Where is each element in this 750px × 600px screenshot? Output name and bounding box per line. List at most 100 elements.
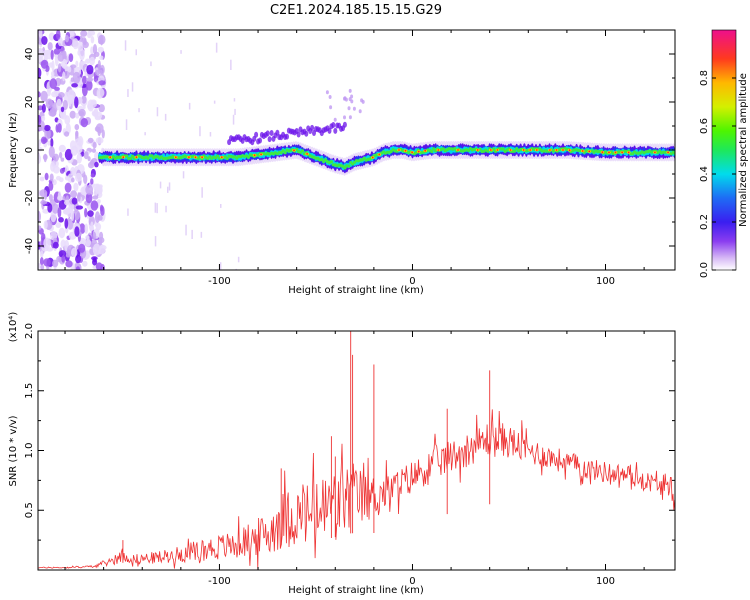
streak — [150, 61, 152, 67]
noise-blob — [52, 179, 57, 186]
ridge-peak — [621, 151, 623, 154]
noise-blob — [57, 53, 64, 62]
colorbar-tick-label: 0.8 — [699, 70, 710, 86]
noise-blob — [52, 259, 59, 268]
branch-blob — [333, 127, 338, 134]
noise-blob — [53, 153, 59, 162]
ridge-cell — [125, 154, 129, 158]
ridge-peak — [411, 151, 413, 154]
noise-blob — [96, 87, 105, 98]
ridge-cell — [501, 147, 505, 151]
noise-blob — [61, 58, 68, 69]
chart-title: C2E1.2024.185.15.15.G29 — [270, 3, 442, 18]
heatmap-ticks: -100 0 100 -40 -20 0 20 40 — [24, 30, 675, 287]
noise-blob — [70, 190, 78, 199]
ridge-peak — [614, 151, 617, 154]
noise-blob — [85, 235, 90, 240]
ridge-peak — [253, 154, 256, 157]
noise-blob — [92, 141, 97, 149]
noise-blob — [42, 138, 48, 143]
noise-blob — [40, 90, 48, 102]
noise-blob — [48, 146, 55, 158]
noise-blob — [65, 260, 73, 268]
noise-blob — [49, 173, 54, 182]
noise-blob — [78, 243, 86, 253]
ridge-cell — [129, 156, 133, 160]
noise-blob — [48, 62, 54, 68]
ridge-peak — [398, 149, 400, 151]
ridge-peak — [188, 156, 190, 159]
branch-blob — [310, 124, 315, 131]
noise-blob — [92, 195, 99, 200]
noise-blob — [58, 250, 67, 258]
noise-blob — [97, 46, 104, 53]
branch-faint — [333, 117, 337, 122]
noise-blob — [43, 220, 48, 230]
noise-blob — [40, 59, 49, 69]
noise-blob — [42, 49, 51, 56]
noise-blob — [90, 221, 94, 232]
ridge-peak — [174, 156, 177, 159]
ridge-peak — [667, 151, 669, 154]
streak — [191, 229, 193, 239]
noise-blob — [64, 115, 71, 125]
branch-faint — [350, 94, 354, 99]
noise-blob — [55, 175, 62, 181]
ridge-cell — [300, 149, 305, 153]
noise-blob — [58, 92, 65, 98]
noise-blob — [47, 42, 53, 51]
noise-blob — [38, 262, 41, 269]
noise-blob — [51, 203, 59, 214]
noise-blob — [72, 38, 79, 50]
noise-blob — [67, 217, 71, 222]
noise-blob — [59, 168, 65, 174]
noise-blob — [75, 112, 80, 119]
ridge-peak — [457, 149, 459, 151]
ridge-peak — [424, 149, 427, 152]
noise-blob — [45, 98, 54, 109]
noise-blob — [80, 118, 89, 128]
noise-blob — [39, 257, 44, 266]
streak — [235, 268, 237, 270]
streak — [127, 208, 129, 216]
streak — [125, 119, 128, 130]
ridge-cell — [279, 151, 283, 155]
ridge-peak — [496, 149, 499, 151]
ridge-peak — [293, 149, 295, 152]
heatmap-marks — [38, 30, 675, 270]
branch-blob — [304, 130, 309, 137]
noise-blob — [43, 237, 51, 250]
noise-blob — [38, 210, 41, 223]
noise-blob — [75, 205, 84, 210]
noise-blob — [78, 223, 86, 234]
noise-blob — [90, 200, 99, 211]
ridge-peak — [522, 149, 525, 151]
noise-blob — [85, 80, 93, 91]
branch-faint — [328, 95, 332, 99]
noise-blob — [99, 231, 104, 241]
noise-blob — [98, 80, 106, 86]
noise-blob — [87, 210, 94, 217]
streak — [167, 186, 169, 193]
branch-blob — [267, 136, 272, 143]
noise-blob — [38, 47, 43, 53]
y-tick-label: 40 — [24, 48, 35, 61]
ridge-peak — [220, 156, 223, 159]
streak — [182, 171, 185, 179]
noise-blob — [80, 30, 88, 37]
ridge-peak — [201, 156, 204, 159]
noise-blob — [99, 55, 104, 61]
streak — [237, 256, 240, 263]
noise-blob — [50, 71, 55, 77]
branch-faint — [348, 115, 352, 120]
branch-faint — [350, 99, 354, 104]
snr-line — [38, 409, 675, 570]
noise-blob — [71, 177, 75, 183]
noise-blob — [90, 178, 94, 185]
noise-blob — [64, 131, 70, 137]
branch-faint — [348, 88, 352, 93]
noise-blob — [57, 123, 62, 133]
streak — [201, 187, 203, 198]
noise-blob — [39, 250, 44, 258]
